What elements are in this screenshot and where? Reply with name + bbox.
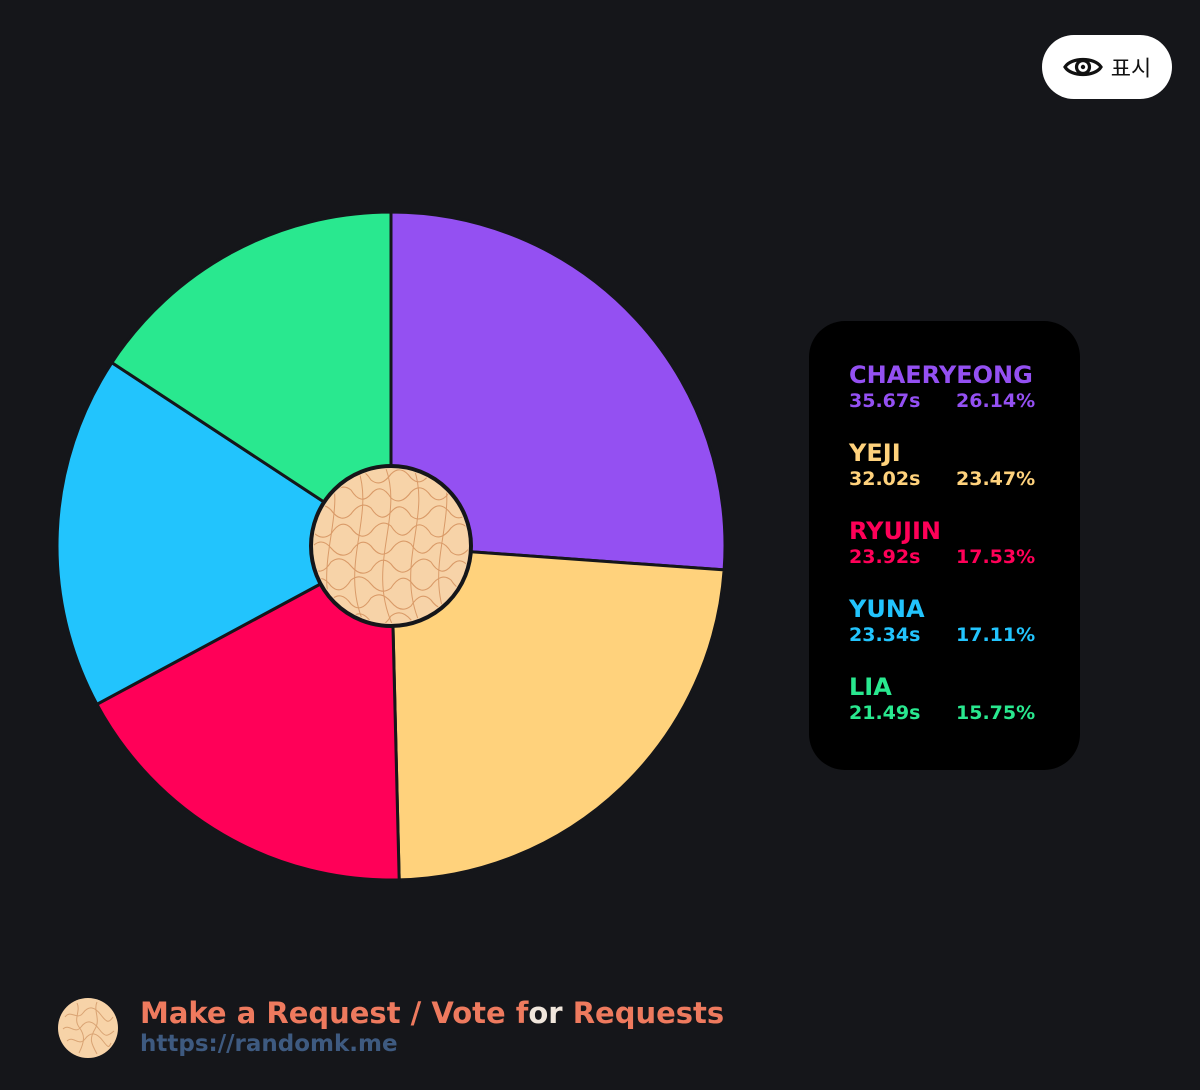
- request-link-part2: Requests: [562, 996, 725, 1030]
- legend-entry-yeji: YEJI 32.02s 23.47%: [849, 439, 1069, 491]
- legend-seconds: 35.67s: [849, 390, 921, 412]
- request-link[interactable]: Make a Request / Vote for Requests: [140, 995, 724, 1031]
- legend-name: CHAERYEONG: [849, 361, 1033, 389]
- legend-percent: 15.75%: [956, 702, 1036, 724]
- legend-percent: 26.14%: [956, 390, 1036, 412]
- legend-name: RYUJIN: [849, 517, 941, 545]
- pie-slice-lia: [110, 210, 393, 548]
- show-button[interactable]: 표시: [1042, 35, 1172, 99]
- legend-stats: 35.67s 26.14%: [849, 389, 1069, 413]
- legend-seconds: 21.49s: [849, 702, 921, 724]
- pie-slice-yeji: [389, 544, 726, 882]
- pie-slice-yuna: [55, 361, 393, 706]
- eye-icon: [1062, 57, 1103, 77]
- legend-percent: 17.53%: [956, 546, 1036, 568]
- site-url[interactable]: https://randomk.me: [140, 1031, 398, 1057]
- legend-name: YEJI: [849, 439, 901, 467]
- show-button-label: 표시: [1110, 57, 1152, 82]
- site-logo-icon[interactable]: [57, 997, 119, 1059]
- legend-name: LIA: [849, 673, 892, 701]
- legend-entry-yuna: YUNA 23.34s 17.11%: [849, 595, 1069, 647]
- legend-entry-lia: LIA 21.49s 15.75%: [849, 673, 1069, 725]
- legend-percent: 23.47%: [956, 468, 1036, 490]
- legend-name: YUNA: [849, 595, 925, 623]
- pie-slice-ryujin: [95, 544, 401, 882]
- request-link-part1: Make a Request / Vote f: [140, 996, 529, 1030]
- request-link-for: or: [528, 996, 563, 1030]
- legend-stats: 23.92s 17.53%: [849, 545, 1069, 569]
- legend-stats: 21.49s 15.75%: [849, 701, 1069, 725]
- legend-seconds: 23.92s: [849, 546, 921, 568]
- legend-seconds: 32.02s: [849, 468, 921, 490]
- legend: CHAERYEONG 35.67s 26.14% YEJI 32.02s 23.47% RY…: [809, 321, 1080, 770]
- legend-stats: 32.02s 23.47%: [849, 467, 1069, 491]
- legend-percent: 17.11%: [956, 624, 1036, 646]
- legend-seconds: 23.34s: [849, 624, 921, 646]
- legend-entry-ryujin: RYUJIN 23.92s 17.53%: [849, 517, 1069, 569]
- legend-stats: 23.34s 17.11%: [849, 623, 1069, 647]
- pie-slice-chaeryeong: [389, 210, 727, 572]
- legend-entry-chaeryeong: CHAERYEONG 35.67s 26.14%: [849, 361, 1069, 413]
